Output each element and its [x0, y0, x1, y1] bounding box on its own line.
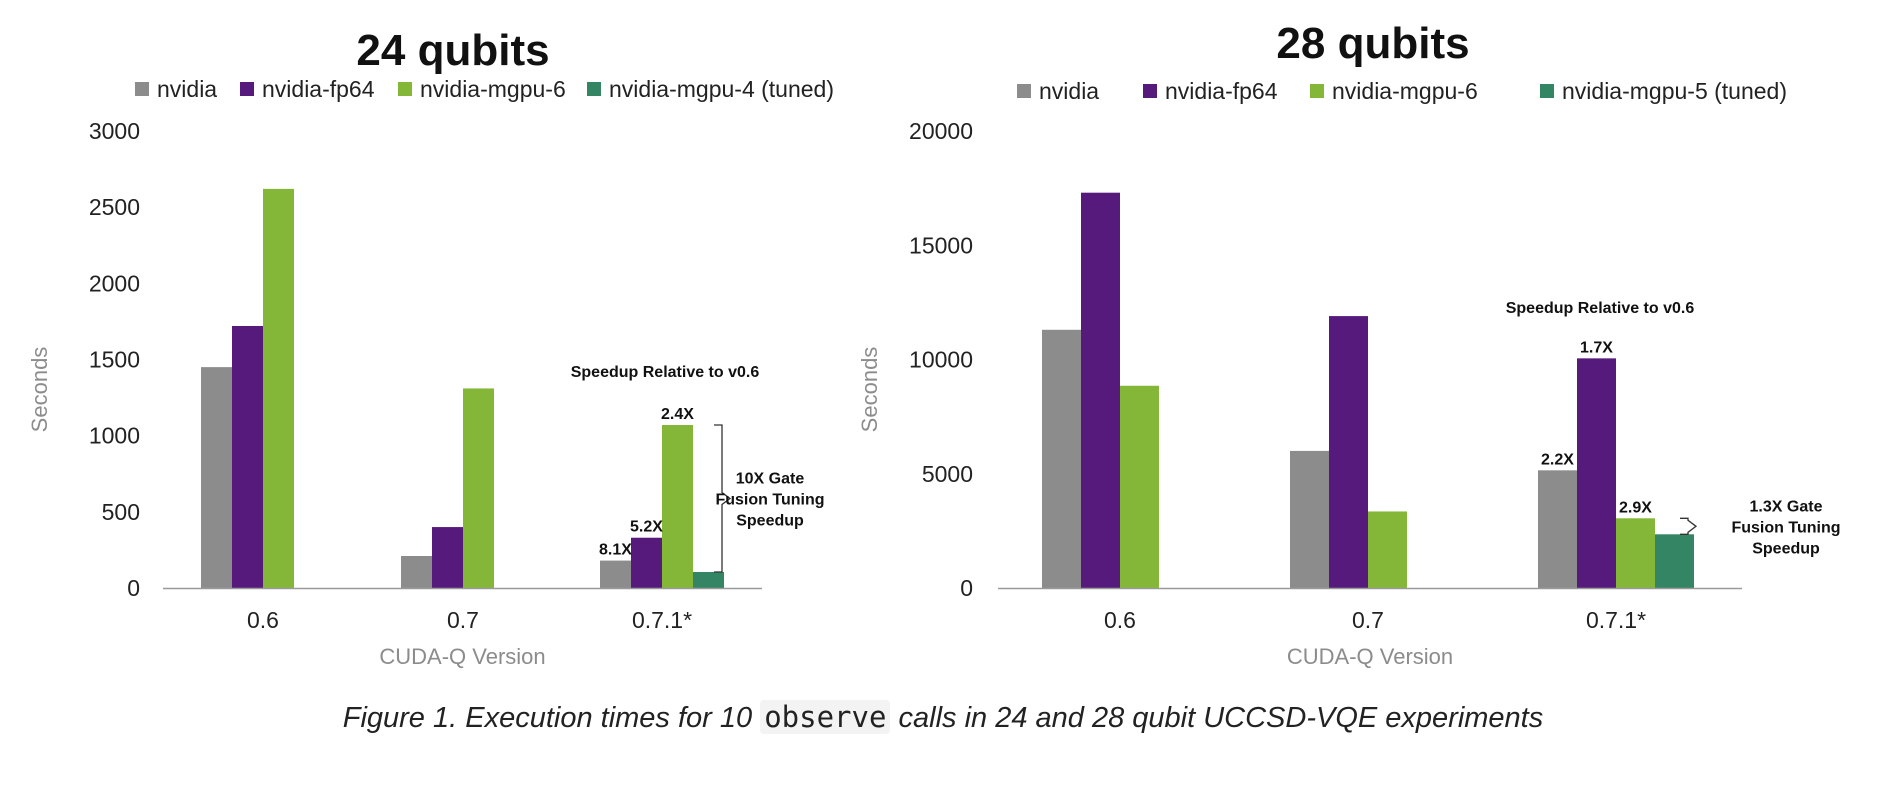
legend-entry: nvidia-fp64 — [1165, 78, 1278, 104]
legend-swatch — [1017, 84, 1031, 98]
legend-swatch — [1310, 84, 1324, 98]
bar — [263, 188, 294, 589]
bracket-label-line: 1.3X Gate — [1750, 498, 1823, 515]
data-label: 1.7X — [1580, 339, 1613, 356]
x-tick-label: 0.7.1* — [632, 607, 692, 633]
legend-entry: nvidia — [157, 76, 217, 102]
y-tick-label: 2500 — [89, 194, 140, 220]
bracket-label-line: Fusion Tuning — [715, 492, 824, 509]
x-tick-label: 0.6 — [247, 607, 279, 633]
speedup-header: Speedup Relative to v0.6 — [571, 364, 760, 381]
bar — [232, 325, 263, 588]
bracket-label-line: Fusion Tuning — [1731, 519, 1840, 536]
data-label: 2.9X — [1619, 499, 1652, 516]
legend-entry: nvidia-mgpu-6 — [1332, 78, 1478, 104]
legend-swatch — [135, 82, 149, 96]
speedup-bracket — [714, 424, 732, 573]
x-tick-label: 0.6 — [1104, 607, 1136, 633]
speedup-bracket — [1680, 517, 1698, 535]
data-label: 2.2X — [1541, 451, 1574, 468]
chart-title: 28 qubits — [1276, 19, 1469, 68]
y-tick-label: 1500 — [89, 347, 140, 373]
bar — [401, 556, 432, 588]
bar — [201, 367, 232, 588]
bar — [463, 388, 494, 588]
speedup-header: Speedup Relative to v0.6 — [1506, 300, 1695, 317]
legend-entry: nvidia-mgpu-6 — [420, 76, 566, 102]
legend-swatch — [1143, 84, 1157, 98]
caption-prefix: Figure 1. Execution times for 10 — [342, 702, 761, 734]
legend-entry: nvidia-fp64 — [262, 76, 375, 102]
y-tick-label: 2000 — [89, 270, 140, 296]
y-tick-label: 3000 — [89, 118, 140, 144]
bar — [1329, 316, 1368, 588]
bar — [631, 537, 662, 588]
data-label: 8.1X — [599, 542, 632, 559]
bar — [662, 425, 693, 588]
legend: nvidia nvidia-fp64 nvidia-mgpu-6 nvidia-mgp… — [135, 76, 834, 102]
bar — [1081, 192, 1120, 588]
legend-entry: nvidia — [1039, 78, 1099, 104]
legend-entry: nvidia-mgpu-4 (tuned) — [609, 76, 834, 102]
bar — [1042, 329, 1081, 588]
data-label: 2.4X — [661, 406, 694, 423]
y-tick-label: 5000 — [922, 461, 973, 487]
x-tick-label: 0.7.1* — [1586, 607, 1646, 633]
data-label: 5.2X — [630, 519, 663, 536]
x-tick-label: 0.7 — [447, 607, 479, 633]
bar — [693, 572, 724, 588]
y-tick-label: 0 — [960, 575, 973, 601]
legend: nvidia nvidia-fp64 nvidia-mgpu-6 nvidia-mgp… — [1017, 78, 1787, 104]
y-tick-label: 1000 — [89, 423, 140, 449]
caption-suffix: calls in 24 and 28 qubit UCCSD-VQE exper… — [890, 702, 1544, 734]
y-tick-label: 10000 — [909, 347, 973, 373]
bar — [1120, 385, 1159, 588]
x-axis-label: CUDA-Q Version — [379, 644, 545, 669]
bar — [1368, 511, 1407, 588]
bar — [1616, 518, 1655, 588]
y-axis-label: Seconds — [857, 347, 882, 433]
bar — [1655, 534, 1694, 588]
bracket-label-line: Speedup — [1752, 540, 1820, 557]
bracket-label-line: Speedup — [736, 513, 804, 530]
y-tick-label: 15000 — [909, 232, 973, 258]
bracket-label-line: 10X Gate — [736, 471, 805, 488]
y-tick-label: 20000 — [909, 118, 973, 144]
y-tick-label: 500 — [102, 499, 140, 525]
legend-swatch — [398, 82, 412, 96]
figure-caption: Figure 1. Execution times for 10 observe… — [0, 700, 1886, 735]
legend-swatch — [1540, 84, 1554, 98]
bar — [1538, 470, 1577, 588]
y-axis-label: Seconds — [27, 347, 52, 433]
caption-code: observe — [760, 700, 891, 734]
chart-title: 24 qubits — [356, 26, 549, 75]
bar — [432, 527, 463, 588]
legend-swatch — [587, 82, 601, 96]
legend-swatch — [240, 82, 254, 96]
bar — [1577, 358, 1616, 588]
x-axis-label: CUDA-Q Version — [1287, 644, 1453, 669]
x-tick-label: 0.7 — [1352, 607, 1384, 633]
bar — [1290, 450, 1329, 588]
legend-entry: nvidia-mgpu-5 (tuned) — [1562, 78, 1787, 104]
y-tick-label: 0 — [127, 575, 140, 601]
bar — [600, 560, 631, 588]
